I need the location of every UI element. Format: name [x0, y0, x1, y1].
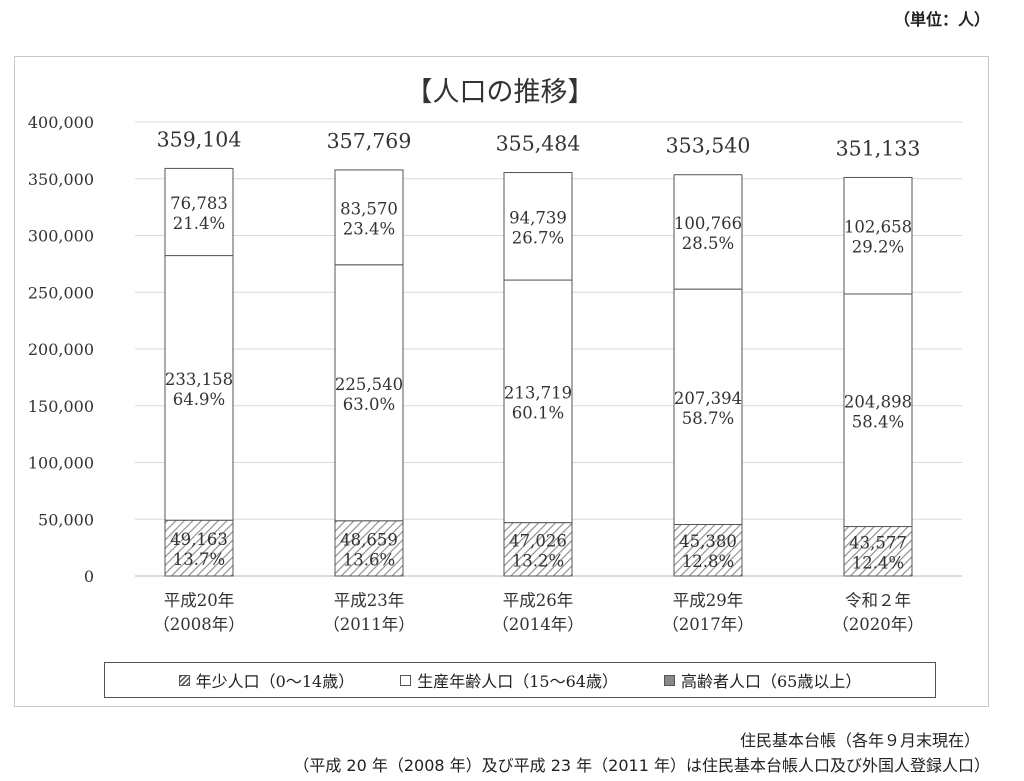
- bar-value-label: 225,540: [335, 375, 403, 394]
- chart-title: 【人口の推移】: [406, 77, 595, 108]
- bar-percent-label: 26.7%: [512, 228, 564, 247]
- y-tick-label: 0: [84, 567, 94, 586]
- bar-value-label: 204,898: [844, 392, 912, 411]
- bar-value-label: 49,163: [170, 530, 228, 549]
- x-tick-label: （2011年）: [323, 615, 415, 634]
- unit-note: （単位：人）: [893, 10, 990, 29]
- bar-segment: [164, 167, 234, 257]
- bar-segment: [843, 176, 913, 295]
- bar-segment: [673, 174, 743, 290]
- bar-value-label: 233,158: [165, 370, 233, 389]
- legend-item-working: 生産年齢人口（15〜64歳）: [400, 668, 618, 692]
- bar-segment: [673, 523, 743, 577]
- bar-percent-label: 58.7%: [682, 409, 734, 428]
- bar-total-label: 357,769: [327, 129, 412, 153]
- bar-percent-label: 28.5%: [682, 234, 734, 253]
- x-tick-label: （2014年）: [492, 615, 584, 634]
- bar-segment: [334, 169, 404, 266]
- legend-item-youth: 年少人口（0〜14歳）: [178, 668, 355, 692]
- bar-value-label: 45,380: [679, 532, 737, 551]
- bar-segment: [673, 288, 743, 525]
- bar-value-label: 83,570: [340, 199, 398, 218]
- bar-percent-label: 64.9%: [173, 390, 225, 409]
- x-tick-label: （2020年）: [832, 615, 924, 634]
- bar-percent-label: 13.7%: [173, 550, 225, 569]
- legend-label-youth: 年少人口（0〜14歳）: [195, 672, 355, 691]
- bar-percent-label: 13.6%: [343, 550, 395, 569]
- bar-percent-label: 12.4%: [852, 553, 904, 572]
- y-tick-label: 150,000: [28, 397, 94, 416]
- chart-frame: [14, 56, 989, 707]
- y-tick-label: 50,000: [38, 510, 94, 529]
- bar-segment: [843, 526, 913, 577]
- source-note-1: 住民基本台帳（各年９月末現在）: [739, 731, 980, 750]
- legend-item-elderly: 高齢者人口（65歳以上）: [663, 668, 862, 692]
- legend-label-working: 生産年齢人口（15〜64歳）: [417, 672, 618, 691]
- bar-percent-label: 60.1%: [512, 403, 564, 422]
- y-tick-label: 300,000: [28, 227, 94, 246]
- bar-segment: [503, 172, 573, 281]
- bar-value-label: 76,783: [170, 194, 228, 213]
- legend-swatch-white-icon: [400, 674, 412, 686]
- bar-segment: [503, 522, 573, 577]
- legend-label-elderly: 高齢者人口（65歳以上）: [680, 672, 862, 691]
- chart-legend: 年少人口（0〜14歳） 生産年齢人口（15〜64歳） 高齢者人口（65歳以上）: [104, 662, 936, 698]
- x-tick-label: （2017年）: [662, 615, 754, 634]
- bar-segment: [164, 519, 234, 577]
- bar-value-label: 47,026: [509, 531, 567, 550]
- bar-percent-label: 29.2%: [852, 238, 904, 257]
- bar-value-label: 102,658: [844, 218, 912, 237]
- bar-value-label: 213,719: [504, 383, 572, 402]
- bar-value-label: 94,739: [509, 208, 567, 227]
- population-chart: 【人口の推移】 0 50,000 100,000 150,000 200,000 250,…: [28, 77, 962, 634]
- y-tick-label: 350,000: [28, 170, 94, 189]
- bar-total-label: 351,133: [836, 136, 921, 160]
- bar-segment: [843, 293, 913, 528]
- bar-percent-label: 23.4%: [343, 219, 395, 238]
- y-tick-label: 200,000: [28, 340, 94, 359]
- bar-segment: [334, 264, 404, 522]
- source-note-2: （平成 20 年（2008 年）及び平成 23 年（2011 年）は住民基本台帳…: [293, 756, 990, 775]
- legend-swatch-hatch-icon: [178, 674, 190, 686]
- bar-value-label: 207,394: [674, 389, 742, 408]
- bar-percent-label: 12.8%: [682, 552, 734, 571]
- x-tick-label: 平成29年: [673, 591, 744, 610]
- bar-segment: [164, 255, 234, 521]
- bar-percent-label: 21.4%: [173, 214, 225, 233]
- bar-total-label: 355,484: [496, 132, 581, 156]
- bar-total-label: 359,104: [157, 127, 242, 151]
- bar-percent-label: 63.0%: [343, 395, 395, 414]
- bar-percent-label: 13.2%: [512, 551, 564, 570]
- x-tick-label: 平成26年: [503, 591, 574, 610]
- x-tick-label: （2008年）: [153, 615, 245, 634]
- x-tick-label: 平成20年: [164, 591, 235, 610]
- x-tick-label: 令和２年: [845, 591, 911, 610]
- y-tick-label: 250,000: [28, 283, 94, 302]
- y-tick-label: 100,000: [28, 454, 94, 473]
- bar-percent-label: 58.4%: [852, 412, 904, 431]
- bar-value-label: 100,766: [674, 214, 742, 233]
- legend-swatch-gray-icon: [663, 674, 675, 686]
- y-tick-label: 400,000: [28, 113, 94, 132]
- bar-segment: [503, 279, 573, 524]
- x-tick-label: 平成23年: [334, 591, 405, 610]
- bar-value-label: 48,659: [340, 530, 398, 549]
- bar-total-label: 353,540: [666, 134, 751, 158]
- bar-value-label: 43,577: [849, 533, 907, 552]
